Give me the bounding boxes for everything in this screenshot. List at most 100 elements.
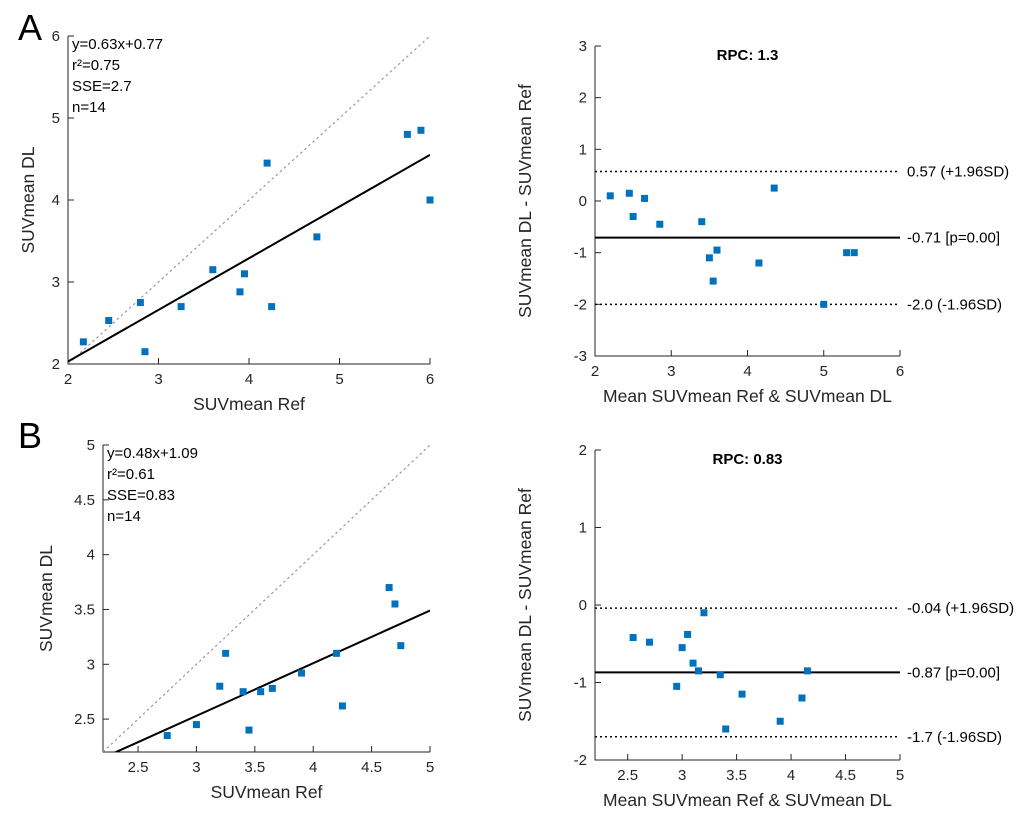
data-point xyxy=(236,288,244,296)
x-axis-label: Mean SUVmean Ref & SUVmean DL xyxy=(603,386,892,406)
line-annotation-label: -0.71 [p=0.00] xyxy=(907,230,1000,247)
data-point xyxy=(645,638,653,646)
x-tick-label: 6 xyxy=(896,363,904,380)
tick-marks: 2 3 4 5 6 -3 -2 -1 0 1 2 3 xyxy=(574,38,905,380)
data-point xyxy=(755,259,763,267)
y-axis-label: SUVmean DL xyxy=(18,146,38,253)
line-annotation-label: -2.0 (-1.96SD) xyxy=(907,296,1002,313)
identity-line xyxy=(68,36,430,364)
x-tick-label: 5 xyxy=(335,371,343,388)
data-point xyxy=(705,254,713,262)
y-tick-label: 0 xyxy=(579,193,587,210)
x-tick-label: 3 xyxy=(192,759,200,776)
x-tick-label: 6 xyxy=(426,371,434,388)
y-tick-label: -2 xyxy=(574,296,587,313)
panel-b-correlation-plot: 2.5 3 3.5 4 4.5 5 2.5 3 3.5 4 4.5 5 y=0.48x+1.09 r²=0… xyxy=(36,437,434,802)
data-point xyxy=(263,159,271,167)
x-tick-label: 2 xyxy=(64,371,72,388)
data-point xyxy=(257,688,265,696)
plot-title: RPC: 0.83 xyxy=(712,451,782,468)
data-point xyxy=(656,220,664,228)
y-tick-label: 6 xyxy=(52,28,60,45)
data-point xyxy=(722,725,730,733)
y-tick-label: 2.5 xyxy=(74,711,95,728)
fit-stats-line: n=14 xyxy=(72,99,106,116)
x-tick-label: 5 xyxy=(426,759,434,776)
data-point xyxy=(709,277,717,285)
data-point xyxy=(426,196,434,204)
data-point xyxy=(403,130,411,138)
panel-b-bland-altman-plot: 2.5 3 3.5 4 4.5 5 -2 -1 0 1 2 -0.04 (+1.96SD) -0.87 … xyxy=(515,442,1014,810)
data-point xyxy=(105,317,113,325)
data-point xyxy=(606,192,614,200)
fit-stats-line: y=0.63x+0.77 xyxy=(72,36,163,53)
x-tick-label: 4.5 xyxy=(835,767,856,784)
data-point xyxy=(629,634,637,642)
y-tick-label: -1 xyxy=(574,245,587,262)
x-tick-label: 3 xyxy=(154,371,162,388)
y-tick-label: 4.5 xyxy=(74,492,95,509)
x-tick-label: 4 xyxy=(309,759,317,776)
data-point xyxy=(629,213,637,220)
tick-marks: 2 3 4 5 6 2 3 4 5 6 xyxy=(52,28,435,388)
line-annotation-label: -0.04 (+1.96SD) xyxy=(907,600,1014,617)
x-tick-label: 2 xyxy=(591,363,599,380)
panel-label-b: B xyxy=(18,415,43,456)
regression-line xyxy=(68,154,430,363)
x-axis-label: SUVmean Ref xyxy=(193,394,305,414)
y-tick-label: 3 xyxy=(87,656,95,673)
y-tick-label: 5 xyxy=(87,437,95,454)
x-tick-label: 4 xyxy=(787,767,795,784)
data-point xyxy=(689,659,697,667)
data-point xyxy=(803,667,811,675)
data-point xyxy=(216,682,224,690)
fit-stats-line: n=14 xyxy=(107,508,141,525)
panel-label-a: A xyxy=(18,7,43,48)
data-point xyxy=(770,184,778,192)
data-point xyxy=(698,218,706,226)
data-point xyxy=(713,246,721,254)
data-points xyxy=(629,609,811,733)
x-tick-label: 4 xyxy=(245,371,253,388)
data-point xyxy=(222,649,230,657)
y-tick-label: -2 xyxy=(574,752,587,769)
data-point xyxy=(850,249,858,257)
data-point xyxy=(684,630,692,638)
x-tick-label: 2.5 xyxy=(617,767,638,784)
x-axis-label: Mean SUVmean Ref & SUVmean DL xyxy=(603,790,892,810)
data-point xyxy=(136,299,144,306)
data-point xyxy=(700,609,708,617)
axes-lines xyxy=(594,46,900,357)
y-tick-label: 4 xyxy=(87,547,95,564)
data-point xyxy=(177,303,185,311)
data-point xyxy=(625,189,633,197)
data-point xyxy=(417,126,425,134)
data-point xyxy=(716,671,724,679)
regression-line xyxy=(113,609,430,752)
data-point xyxy=(163,732,171,740)
y-tick-label: 0 xyxy=(579,597,587,614)
data-point xyxy=(79,338,87,346)
panel-a-bland-altman-plot: 2 3 4 5 6 -3 -2 -1 0 1 2 3 0.57 (+1.96SD) -0.71 [p=0.… xyxy=(515,38,1009,406)
data-point xyxy=(678,644,686,652)
data-point xyxy=(313,233,321,241)
data-point xyxy=(338,702,346,710)
data-point xyxy=(268,303,276,311)
plot-title: RPC: 1.3 xyxy=(717,47,779,64)
fit-stats-line: y=0.48x+1.09 xyxy=(107,445,198,462)
panel-a-correlation-plot: 2 3 4 5 6 2 3 4 5 6 y=0.63x+0.77 r²=0.75 SSE=2.7 n=14… xyxy=(18,28,435,414)
data-point xyxy=(333,649,341,657)
fit-stats-line: r²=0.75 xyxy=(72,57,120,74)
tick-marks: 2.5 3 3.5 4 4.5 5 2.5 3 3.5 4 4.5 5 xyxy=(74,437,434,776)
y-tick-label: 5 xyxy=(52,110,60,127)
data-point xyxy=(268,684,276,692)
y-tick-label: 2 xyxy=(579,90,587,107)
line-annotation-label: -0.87 [p=0.00] xyxy=(907,664,1000,681)
data-point xyxy=(798,694,806,702)
tick-marks: 2.5 3 3.5 4 4.5 5 -2 -1 0 1 2 xyxy=(574,442,905,784)
data-point xyxy=(694,667,702,675)
data-points xyxy=(606,184,858,308)
fit-stats-line: r²=0.61 xyxy=(107,466,155,483)
x-tick-label: 2.5 xyxy=(128,759,149,776)
